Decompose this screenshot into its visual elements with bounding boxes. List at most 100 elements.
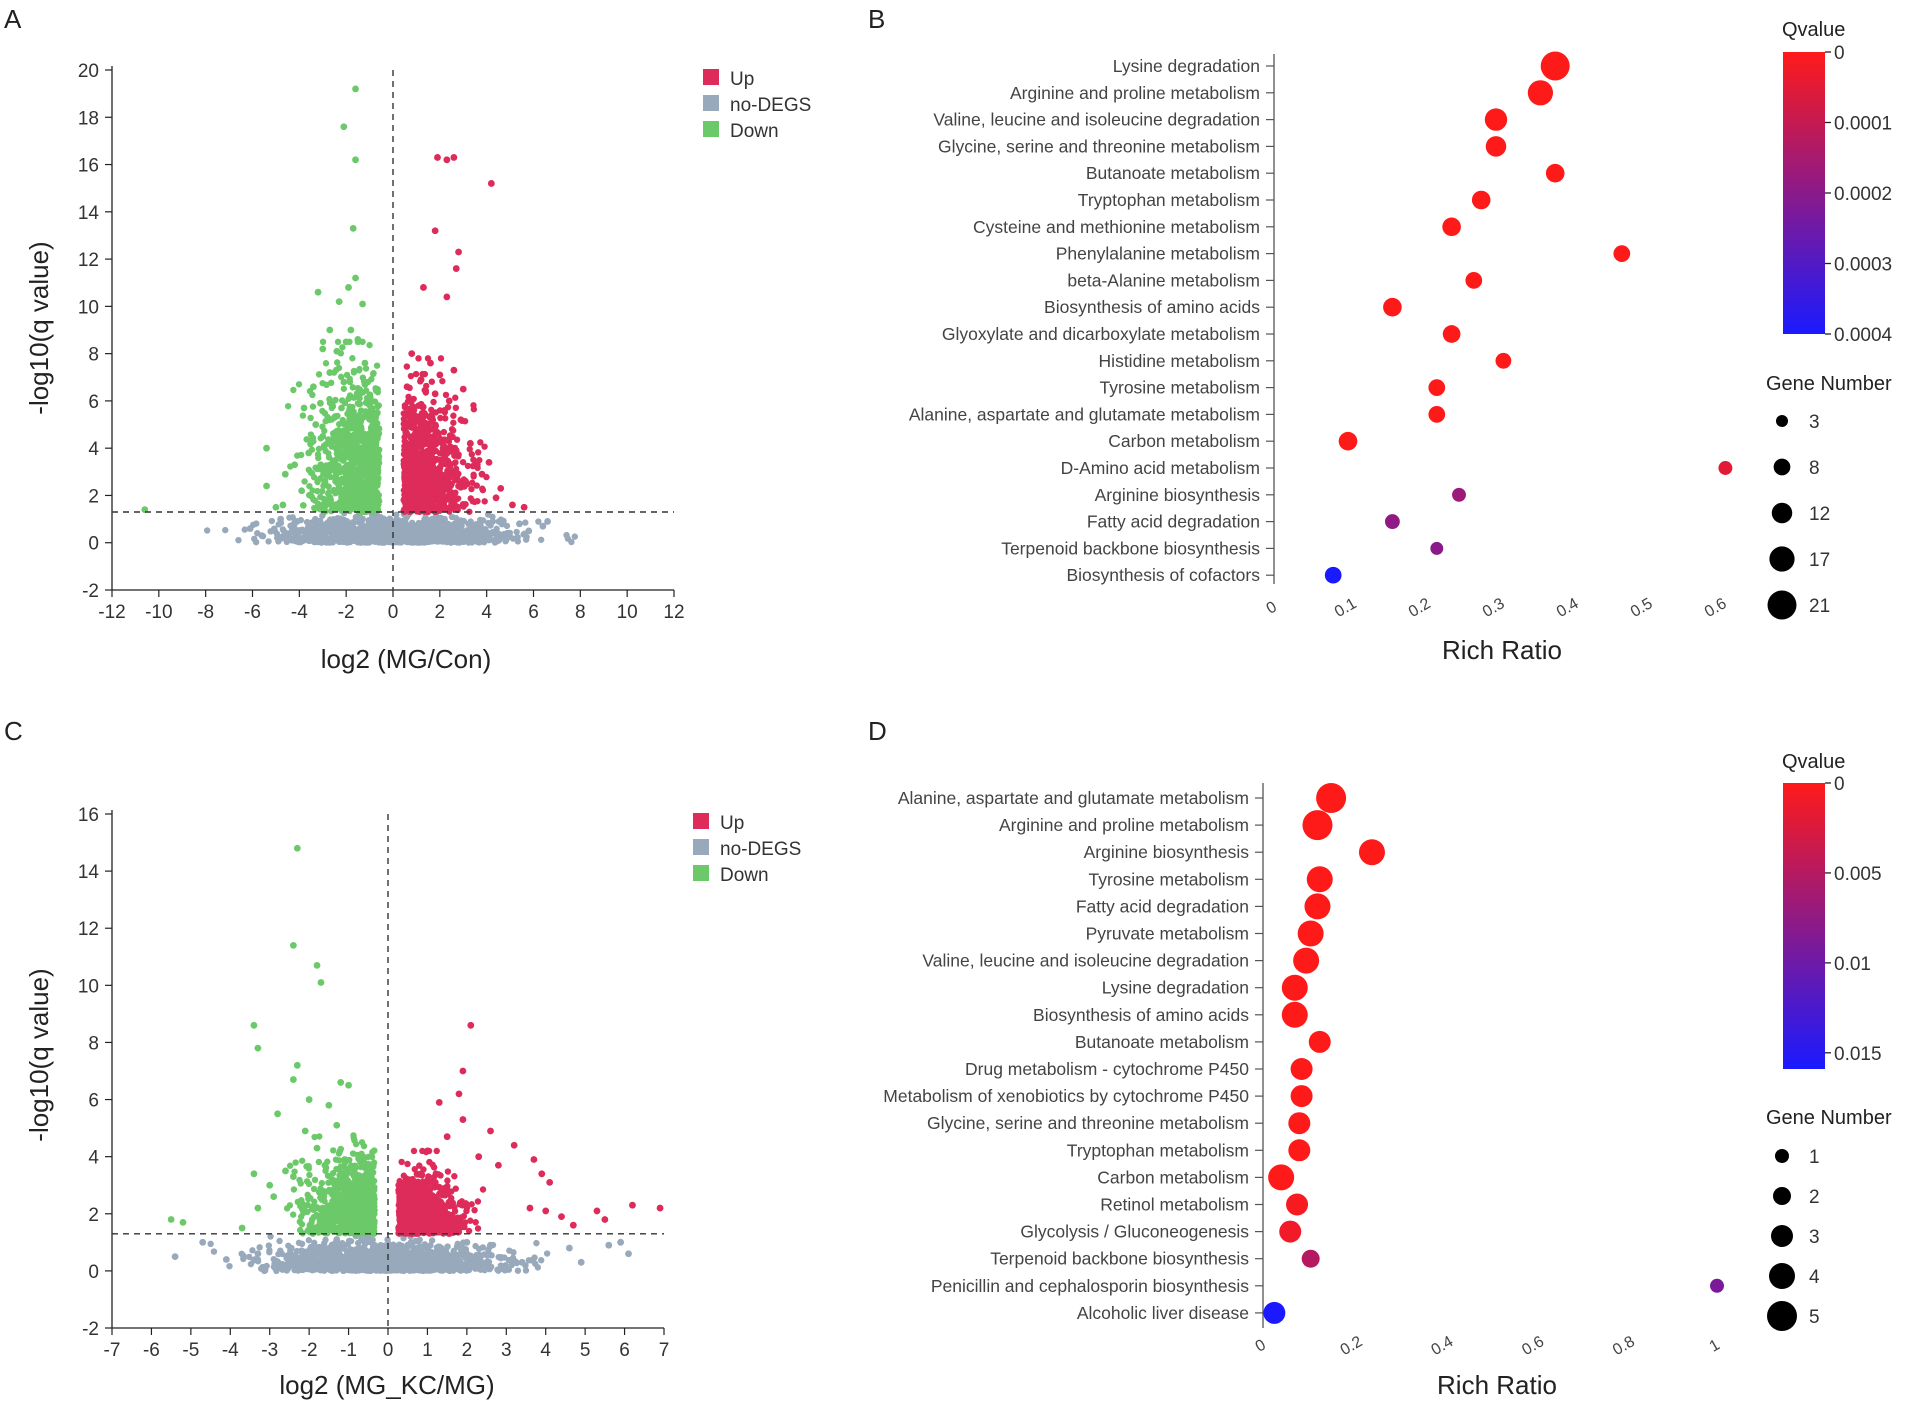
nodegs-density-dot [368,515,375,523]
up-density-dot [474,1198,482,1205]
up-density-dot [428,497,436,505]
x-tick-label: 0 [388,602,399,623]
nodegs-density-dot [506,1247,513,1254]
up-density-dot [423,474,431,481]
nodegs-density-dot [379,1258,387,1266]
down-density-dot [308,438,315,446]
up-density-dot [430,398,437,406]
down-density-dot [371,417,378,425]
up-density-dot [418,410,426,417]
legend-swatch-up-a [703,69,719,85]
nodegs-density-dot [426,532,433,539]
point-no-degs [258,532,266,540]
nodegs-density-dot [506,529,514,537]
down-density-dot [346,375,353,383]
down-density-dot [357,407,365,414]
down-density-dot [365,493,372,501]
down-density-dot [320,482,327,490]
nodegs-density-dot [353,529,360,536]
point-up [436,371,444,379]
point-down [333,347,341,355]
up-density-dot [459,500,467,508]
nodegs-density-dot [485,1258,493,1266]
nodegs-density-dot [514,1267,522,1274]
nodegs-density-dot [407,529,415,537]
point-down [298,487,306,495]
nodegs-density-dot [418,1247,425,1255]
nodegs-density-dot [435,523,443,530]
x-tick-label: -8 [197,602,214,623]
x-tick-label: 4 [481,602,492,623]
nodegs-density-dot [374,533,381,541]
down-density-dot [372,385,379,392]
nodegs-density-dot [265,538,272,545]
down-density-dot [346,392,354,399]
down-density-dot [322,417,329,425]
up-density-dot [409,424,416,431]
nodegs-density-dot [336,535,344,542]
up-density-dot [444,467,451,474]
nodegs-density-dot [254,1256,262,1263]
up-density-dot [409,503,417,510]
point-up [405,442,413,450]
up-density-dot [430,446,437,454]
point-no-degs [246,525,254,532]
nodegs-density-dot [306,535,313,543]
down-density-dot [355,367,363,374]
point-up [478,470,486,478]
up-density-dot [400,420,407,428]
up-density-dot [436,494,443,502]
down-density-dot [366,469,373,476]
down-density-dot [362,387,370,394]
nodegs-density-dot [468,1263,476,1270]
nodegs-density-dot [473,520,480,528]
y-tick-label: 4 [88,439,99,460]
nodegs-density-dot [275,533,282,540]
nodegs-density-dot [457,1245,464,1252]
down-density-dot [299,412,307,419]
panel-label-a: A [4,4,22,34]
nodegs-density-dot [479,517,487,524]
up-density-dot [430,475,437,482]
point-down [272,503,280,511]
nodegs-density-dot [363,524,370,531]
down-density-dot [361,380,368,388]
y-tick-label: 6 [88,392,99,413]
nodegs-density-dot [453,523,461,530]
legend-swatch-down-a [703,121,719,137]
up-density-dot [439,441,447,448]
up-density-dot [428,406,435,414]
point-up [485,458,493,466]
up-density-dot [467,495,474,502]
down-density-dot [327,507,335,515]
nodegs-density-dot [319,522,326,529]
nodegs-density-dot [288,1244,295,1252]
nodegs-density-dot [298,537,305,544]
nodegs-density-dot [489,513,496,521]
up-density-dot [404,478,411,485]
down-density-dot [334,454,342,461]
point-down [354,336,362,343]
down-density-dot [335,504,342,512]
up-density-dot [477,439,484,446]
nodegs-density-dot [534,1264,542,1271]
down-density-dot [344,424,351,431]
nodegs-density-dot [344,535,352,542]
nodegs-cloud-a [203,510,578,546]
down-density-dot [341,504,348,512]
nodegs-density-dot [400,1265,407,1272]
y-tick-label: 20 [78,61,99,82]
point-up [450,154,458,161]
nodegs-density-dot [345,1261,352,1268]
point-down [335,298,343,306]
down-density-dot [319,338,327,346]
up-density-dot [413,439,420,446]
nodegs-density-dot [203,527,211,534]
legend-label-up-a: Up [730,69,754,90]
point-up [427,359,434,367]
down-density-dot [320,495,328,503]
down-density-dot [358,498,365,506]
nodegs-density-dot [407,1240,414,1247]
x-tick-label: -4 [291,602,308,623]
point-no-degs [401,534,409,542]
